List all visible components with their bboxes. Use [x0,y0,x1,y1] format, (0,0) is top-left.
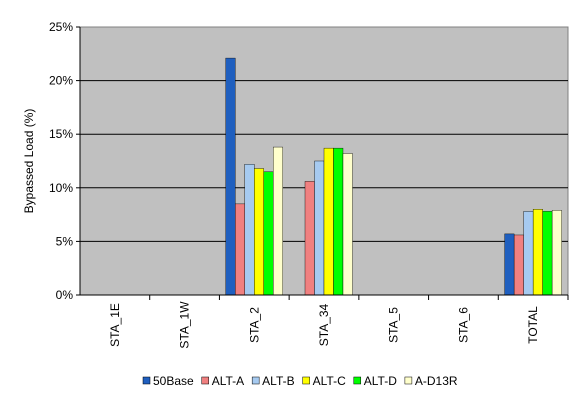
bar [263,171,274,296]
y-axis-title: Bypassed Load (%) [22,109,36,214]
legend-swatch [302,376,310,385]
bar [314,160,325,296]
legend-swatch [353,376,362,385]
bar [513,234,524,296]
bar [532,209,543,296]
bar [225,57,236,296]
legend-label: ALT-D [364,374,397,388]
bar [333,147,344,296]
y-tick-label: 10% [49,181,73,195]
x-tick-label: TOTAL [526,306,540,344]
legend-label: ALT-C [313,374,346,388]
y-tick-label: 0% [56,288,74,302]
y-tick-label: 15% [49,127,73,141]
bar [323,147,334,296]
bar [254,168,264,296]
x-axis-ticks: STA_1E STA_1W STA_2 STA_34 STA_5 STA_6 TOTAL [108,295,569,349]
legend-label: 50Base [153,374,194,388]
bar [504,233,515,296]
legend-label: ALT-A [212,374,244,388]
legend-label: ALT-B [262,374,294,388]
bar [273,146,283,296]
bar [542,211,553,296]
legend-swatch [201,376,209,385]
bars [225,57,562,296]
bar [551,210,562,296]
y-tick-label: 20% [49,74,73,88]
y-tick-label: 5% [56,234,74,248]
x-tick-label: STA_2 [247,307,261,343]
x-tick-label: STA_1W [178,301,192,349]
x-tick-label: STA_1E [108,303,122,347]
legend: 50Base ALT-A ALT-B ALT-C ALT-D A-D13R [142,374,458,388]
bar [523,211,534,296]
x-tick-label: STA_5 [387,307,401,343]
bar [342,153,353,296]
legend-swatch [251,376,260,385]
y-tick-label: 25% [49,20,73,34]
bar [244,164,255,296]
legend-label: A-D13R [415,374,458,388]
legend-swatch [404,376,413,385]
x-tick-label: STA_6 [456,307,470,343]
legend-swatch [142,376,151,385]
x-tick-label: STA_34 [317,303,331,346]
bar [235,203,245,296]
y-axis-ticks: 0% 5% 10% 15% 20% 25% [49,20,568,302]
bar [304,181,315,296]
